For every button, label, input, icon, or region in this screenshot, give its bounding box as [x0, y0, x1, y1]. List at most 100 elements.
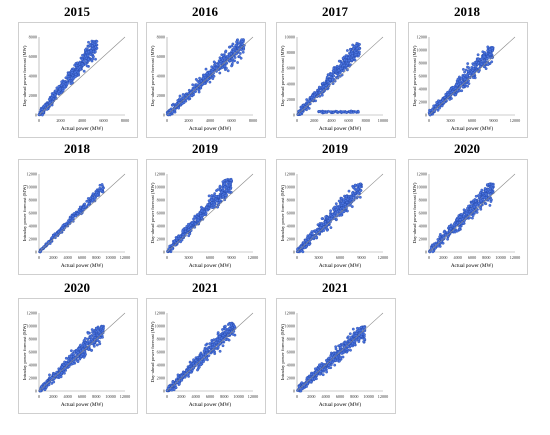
data-point [436, 108, 440, 112]
data-point [86, 337, 90, 341]
data-point [331, 78, 334, 82]
data-point [463, 70, 466, 74]
data-point [353, 343, 356, 346]
data-point [225, 66, 228, 70]
x-axis-label: Actual power (MW) [61, 125, 104, 132]
data-point [321, 82, 324, 85]
data-point [66, 75, 70, 79]
data-point [87, 50, 91, 54]
data-point [210, 198, 214, 202]
chart-title: 2019 [192, 141, 218, 156]
data-point [474, 194, 478, 198]
data-point [335, 218, 338, 221]
scatter-plot: 0 3000 6000 9000 120000200040006000800010000… [280, 172, 388, 270]
data-point [468, 216, 471, 220]
y-tick-label: 0 [293, 113, 295, 118]
data-point [181, 229, 185, 233]
data-point [346, 345, 350, 348]
data-point [359, 325, 363, 329]
data-point [318, 226, 322, 229]
x-tick-label: 6000 [206, 255, 214, 260]
y-tick-label: 0 [163, 250, 165, 255]
data-point [82, 59, 85, 63]
y-tick-label: 8000 [157, 35, 165, 40]
data-point [467, 204, 470, 208]
data-point [213, 192, 217, 195]
data-point [213, 202, 216, 206]
data-point [218, 199, 221, 202]
data-point [200, 216, 204, 220]
y-tick-label: 2000 [419, 100, 427, 105]
data-point [205, 208, 209, 212]
data-point [344, 110, 348, 114]
data-point [60, 365, 64, 369]
data-point [202, 76, 205, 80]
x-tick-label: 12000 [120, 394, 130, 399]
scatter-plot: 0 2000 4000 6000 8000 10000 120000200040006000… [412, 172, 520, 270]
data-point [337, 68, 341, 72]
data-point [67, 72, 71, 75]
x-tick-label: 2000 [49, 255, 57, 260]
x-tick-label: 3000 [184, 255, 192, 260]
data-point [488, 195, 491, 198]
data-point [350, 58, 354, 61]
y-tick-label: 4000 [157, 74, 165, 79]
data-point [305, 385, 308, 388]
data-point [76, 212, 79, 216]
data-point [77, 347, 81, 351]
data-point [315, 374, 319, 377]
data-point [199, 212, 202, 215]
chart-title: 2015 [64, 4, 90, 19]
data-point [87, 57, 90, 61]
data-point [339, 213, 343, 217]
data-point [85, 59, 88, 63]
x-tick-label: 4000 [206, 118, 214, 123]
data-point [344, 342, 347, 345]
data-point [223, 332, 227, 336]
y-axis-label: Day-ahead power forecast (MW) [150, 321, 155, 382]
x-tick-label: 10000 [105, 394, 115, 399]
data-point [61, 224, 65, 227]
data-point [345, 201, 349, 204]
data-point [230, 57, 234, 61]
chart-panel-6: 2019 0 3000 6000 9000 12000 0 2000 4000 6000 8000 1… [146, 141, 266, 275]
data-point [476, 53, 480, 57]
data-point [208, 342, 212, 345]
data-point [356, 187, 360, 191]
data-point [221, 328, 224, 331]
chart-title: 2019 [322, 141, 348, 156]
data-point [88, 43, 92, 47]
data-point [362, 326, 366, 330]
y-tick-label: 2000 [157, 93, 165, 98]
data-point [488, 189, 492, 193]
data-point [204, 343, 208, 347]
data-point [346, 68, 349, 72]
data-point [323, 368, 326, 371]
data-point [89, 49, 93, 53]
data-point [334, 358, 337, 362]
y-tick-label: 10000 [417, 185, 427, 190]
scatter-plot: 0 2000 4000 6000 8000 10000 120000200040006000… [280, 311, 388, 409]
data-point [218, 184, 222, 188]
data-point [477, 70, 480, 74]
data-point [87, 202, 91, 205]
data-point [486, 45, 490, 49]
y-tick-label: 10000 [417, 48, 427, 53]
data-point [221, 334, 225, 337]
y-tick-label: 0 [425, 113, 427, 118]
data-point [341, 355, 345, 359]
data-point [484, 192, 488, 196]
data-point [318, 366, 322, 370]
data-point [43, 103, 47, 107]
data-point [46, 240, 50, 244]
data-point [234, 43, 238, 47]
y-tick-label: 4000 [157, 224, 165, 229]
data-point [69, 82, 73, 85]
data-point [470, 204, 473, 208]
data-point [488, 47, 492, 51]
chart-panel-3: 2017 0 2000 4000 6000 8000 10000 0 2000 4000 6000 8… [276, 4, 396, 138]
data-point [329, 209, 332, 213]
data-point [478, 193, 482, 196]
data-point [456, 77, 460, 81]
x-axis-label: Actual power (MW) [61, 401, 104, 408]
